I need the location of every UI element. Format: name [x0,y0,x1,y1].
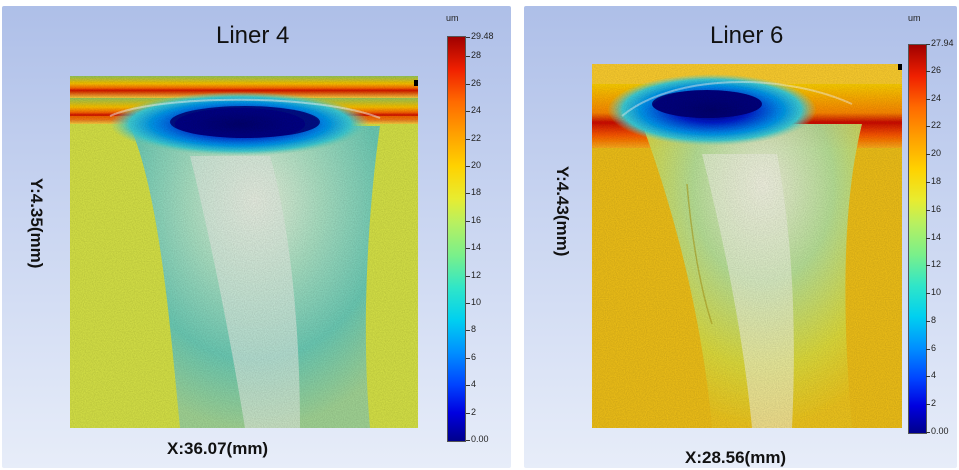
scale-max-label: 27.94 [926,38,954,48]
scale-tick-label: 4 [465,379,477,390]
y-axis-label: Y:4.43(mm) [553,166,572,257]
scale-tick-label: 26 [465,77,482,88]
scale-tick-label: 24 [465,105,482,116]
scale-tick-label: 2 [925,398,937,409]
surface-height-map [592,64,902,428]
scale-tick-label: 18 [465,187,482,198]
scale-tick-label: 0.00 [466,434,489,444]
color-scale-bar [447,36,466,442]
scale-tick-label: 22 [925,120,942,131]
x-axis-label: X:36.07(mm) [167,439,269,458]
scale-tick-label: 8 [925,314,937,325]
scale-tick-label: 14 [465,242,482,253]
panel-title: Liner 4 [216,22,290,49]
scale-tick-label: 2 [465,406,477,417]
panel-liner-4: Liner 4 [2,6,511,468]
scale-tick-label: 6 [925,342,937,353]
scale-unit: um [908,13,921,23]
scale-tick-label: 12 [925,259,942,270]
scale-unit: um [446,13,459,23]
scale-tick-label: 4 [925,370,937,381]
panel-liner-6: Liner 6 [524,6,957,468]
scale-tick-label: 10 [465,296,482,307]
scale-tick-label: 18 [925,176,942,187]
scale-tick-label: 22 [465,132,482,143]
panel-title: Liner 6 [710,22,784,49]
scale-tick-label: 12 [465,269,482,280]
scale-tick-label: 14 [925,231,942,242]
scale-max-label: 29.48 [466,31,494,41]
scale-tick-label: 20 [925,148,942,159]
scale-tick-label: 6 [465,351,477,362]
surface-height-map [70,76,418,428]
scale-tick-label: 24 [925,92,942,103]
scale-tick-label: 16 [465,214,482,225]
scale-tick-label: 8 [465,324,477,335]
scale-tick-label: 16 [925,203,942,214]
scale-tick-label: 10 [925,287,942,298]
scale-tick-label: 0.00 [926,426,949,436]
scale-tick-label: 26 [925,64,942,75]
scale-tick-label: 20 [465,159,482,170]
color-scale-bar [908,44,927,434]
scale-tick-label: 28 [465,50,482,61]
x-axis-label: X:28.56(mm) [685,448,787,467]
y-axis-label: Y:4.35(mm) [27,178,46,269]
